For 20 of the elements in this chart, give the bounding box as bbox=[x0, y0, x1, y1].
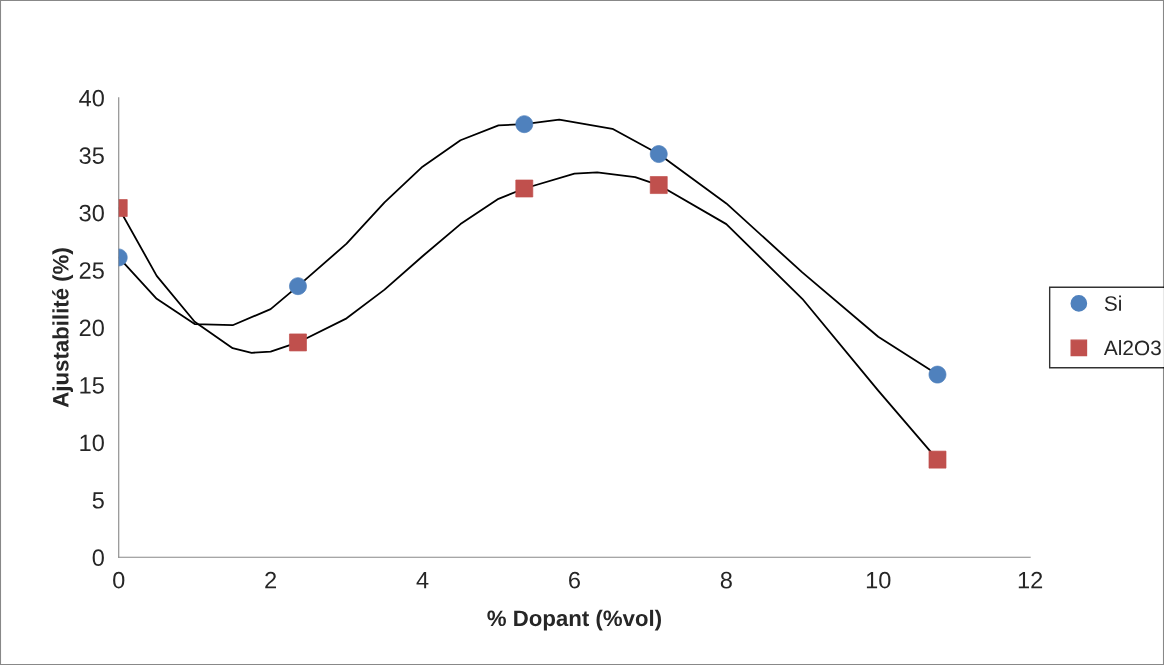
y-tick-label: 10 bbox=[80, 434, 104, 452]
y-tick-label: 20 bbox=[79, 319, 104, 337]
y-tick-label: 30 bbox=[79, 204, 104, 222]
x-tick-label: 10 bbox=[866, 571, 891, 589]
x-tick-label: 4 bbox=[416, 572, 429, 589]
x-tick-label: 12 bbox=[1018, 571, 1043, 589]
legend-label: Al2O3 bbox=[1103, 340, 1161, 356]
y-tick-label: 35 bbox=[79, 147, 104, 164]
x-tick-label: 2 bbox=[265, 571, 277, 589]
legend-label: Si bbox=[1104, 295, 1121, 311]
x-tick-label: 0 bbox=[113, 571, 125, 589]
x-tick-label: 6 bbox=[569, 571, 580, 589]
y-tick-label: 25 bbox=[79, 262, 104, 279]
y-tick-label: 15 bbox=[80, 377, 104, 394]
y-axis-title: Ajustabilité (%) bbox=[52, 248, 74, 408]
x-tick-label: 8 bbox=[720, 571, 732, 589]
x-axis-title: % Dopant (%vol) bbox=[487, 609, 661, 631]
y-tick-label: 5 bbox=[92, 492, 104, 509]
y-tick-label: 40 bbox=[79, 89, 104, 107]
y-tick-label: 0 bbox=[92, 549, 104, 567]
